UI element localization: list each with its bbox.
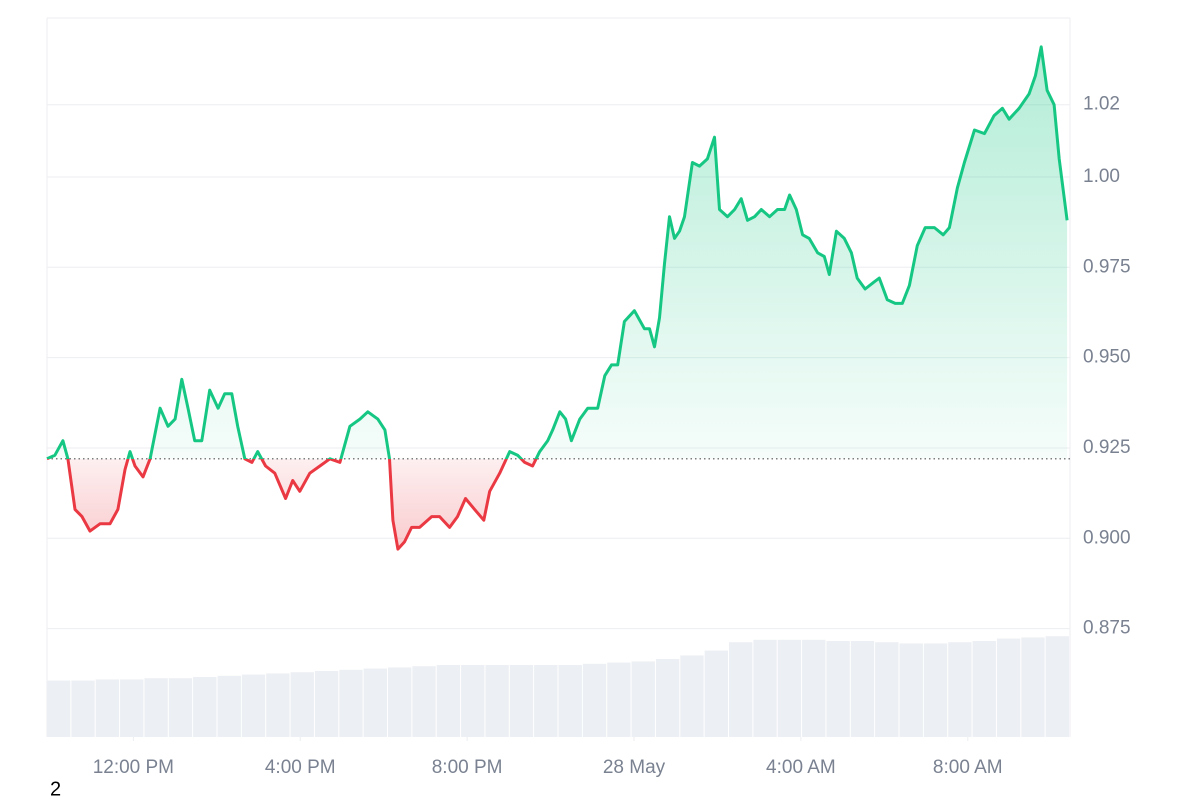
volume-bar xyxy=(314,671,339,737)
volume-bar xyxy=(704,650,728,737)
y-tick-label: 0.900 xyxy=(1083,527,1131,548)
volume-bar xyxy=(875,642,899,737)
volume-bar xyxy=(412,666,436,737)
y-tick-label: 0.950 xyxy=(1083,347,1131,368)
volume-bar xyxy=(777,639,802,737)
volume-bar xyxy=(436,665,461,737)
volume-bar xyxy=(241,674,266,737)
volume-bar xyxy=(120,679,144,737)
volume-bar xyxy=(485,665,509,737)
volume-bar xyxy=(363,668,387,737)
y-tick-label: 0.925 xyxy=(1083,437,1131,458)
volume-bar xyxy=(729,642,753,737)
volume-bar xyxy=(193,677,217,737)
volume-bar xyxy=(680,655,704,737)
volume-bar xyxy=(144,678,168,737)
volume-bar xyxy=(217,675,241,737)
volume-bar xyxy=(826,641,850,737)
volume-bar xyxy=(168,678,193,737)
volume-bar xyxy=(461,665,485,737)
volume-bar xyxy=(534,665,558,737)
volume-bar xyxy=(972,641,996,737)
price-line xyxy=(46,45,1069,551)
volume-bar xyxy=(655,659,680,737)
x-tick-label: 4:00 AM xyxy=(766,757,836,778)
x-tick-label: 8:00 AM xyxy=(933,757,1003,778)
x-tick-label: 8:00 PM xyxy=(432,757,503,778)
volume-bar xyxy=(753,639,777,737)
volume-bar xyxy=(582,663,607,737)
footnote: 2 xyxy=(50,778,61,800)
volume-bar xyxy=(1045,636,1069,737)
volume-bar xyxy=(607,662,631,737)
volume-bar xyxy=(631,661,655,737)
volume-bar xyxy=(923,643,948,737)
volume-bar xyxy=(388,667,412,737)
volume-bar xyxy=(558,665,582,737)
volume-bar xyxy=(71,680,95,737)
volume-bar xyxy=(509,665,534,737)
y-tick-label: 0.875 xyxy=(1083,618,1131,639)
volume-bar xyxy=(339,669,363,737)
area xyxy=(47,46,1068,550)
y-tick-label: 1.02 xyxy=(1083,94,1120,115)
volume-bar xyxy=(47,680,71,737)
volume-bar xyxy=(1021,637,1045,737)
x-tick-label: 4:00 PM xyxy=(265,757,336,778)
volume-bar xyxy=(802,639,826,737)
volume-bar xyxy=(899,643,923,737)
y-tick-label: 1.00 xyxy=(1083,166,1120,187)
y-tick-label: 0.975 xyxy=(1083,256,1131,277)
volume-bar xyxy=(290,672,314,737)
volume-bar xyxy=(95,679,120,737)
volume-bar xyxy=(266,673,290,737)
volume-bar xyxy=(850,641,875,737)
x-tick-label: 28 May xyxy=(603,757,666,778)
volume-bar xyxy=(996,638,1021,737)
x-tick-label: 12:00 PM xyxy=(93,757,174,778)
volume-bar xyxy=(948,642,972,737)
